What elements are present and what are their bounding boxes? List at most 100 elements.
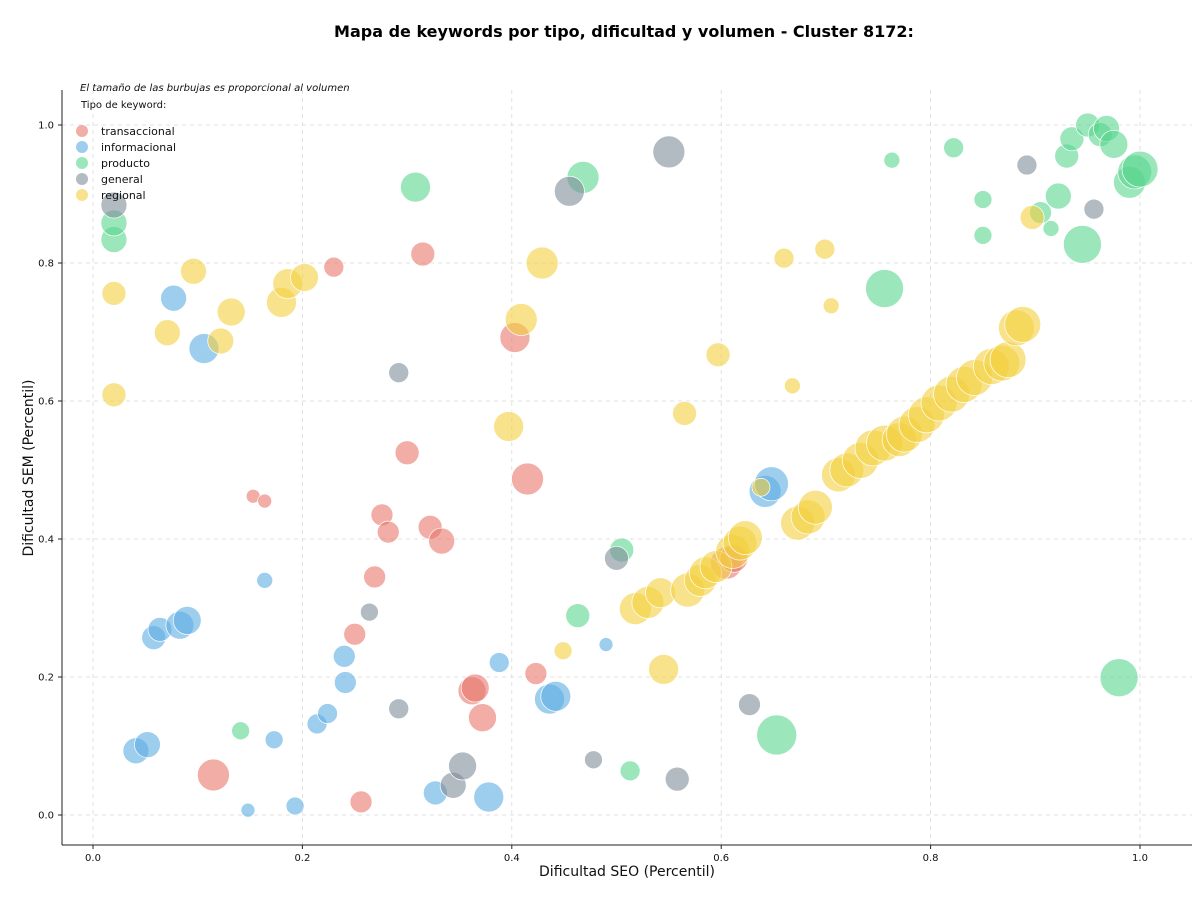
bubble-transaccional <box>349 790 373 814</box>
legend-label-producto: producto <box>101 157 150 170</box>
bubble-informacional <box>172 606 202 635</box>
grid <box>62 90 1192 845</box>
bubble-producto <box>565 603 591 628</box>
bubble-regional <box>216 297 246 327</box>
bubble-producto <box>1044 182 1072 210</box>
x-tick-label: 1.0 <box>1132 853 1148 864</box>
bubble-informacional <box>332 644 356 668</box>
x-tick-label: 0.2 <box>294 853 310 864</box>
bubble-informacional <box>285 796 305 816</box>
bubble-producto <box>619 760 641 782</box>
bubble-regional <box>207 327 235 355</box>
bubble-regional <box>1019 205 1045 230</box>
bubble-regional <box>504 303 538 336</box>
y-tick-label: 0.8 <box>38 259 54 270</box>
bubble-informacional <box>598 637 614 652</box>
bubble-informacional <box>333 671 357 694</box>
axes <box>61 90 1192 846</box>
legend-marker-regional <box>76 189 88 201</box>
bubble-regional <box>798 489 833 525</box>
bubble-informacional <box>264 730 284 750</box>
bubble-regional <box>784 377 801 395</box>
bubble-producto <box>865 269 904 308</box>
bubble-producto <box>756 714 798 756</box>
bubble-regional <box>493 411 525 442</box>
bubble-regional <box>989 341 1027 378</box>
bubble-informacional <box>160 284 187 312</box>
bubbles <box>100 112 1159 818</box>
bubble-general <box>388 698 410 720</box>
bubble-producto <box>1042 220 1060 237</box>
bubble-transaccional <box>376 520 400 544</box>
bubble-transaccional <box>323 256 345 278</box>
y-tick-label: 0.4 <box>38 535 54 546</box>
bubble-producto <box>973 226 993 245</box>
legend-label-general: general <box>101 173 143 186</box>
bubble-general <box>652 135 686 169</box>
bubble-producto <box>1099 129 1129 159</box>
bubble-regional <box>553 641 573 661</box>
bubble-regional <box>648 654 679 685</box>
bubble-general <box>388 362 410 384</box>
bubble-regional <box>727 520 763 555</box>
bubble-producto <box>1121 150 1159 188</box>
legend: transaccional informacional producto genera… <box>76 125 176 202</box>
bubble-transaccional <box>460 673 490 703</box>
bubble-informacional <box>317 703 338 724</box>
bubble-general <box>604 545 629 571</box>
bubble-general <box>1083 198 1105 220</box>
bubble-regional <box>814 238 836 260</box>
bubble-transaccional <box>524 662 548 685</box>
bubble-transaccional <box>197 758 230 792</box>
bubble-informacional <box>134 731 161 758</box>
legend-marker-general <box>76 173 88 185</box>
bubble-regional <box>672 401 697 426</box>
bubble-regional <box>1004 306 1042 343</box>
legend-marker-transaccional <box>76 125 88 137</box>
legend-marker-informacional <box>76 141 88 153</box>
bubble-regional <box>153 319 181 347</box>
bubble-transaccional <box>511 462 544 496</box>
y-tick-label: 1.0 <box>38 121 54 132</box>
legend-label-regional: regional <box>101 189 146 202</box>
bubble-size-note: El tamaño de las burbujas es proporciona… <box>80 83 350 94</box>
bubble-regional <box>290 263 319 292</box>
bubble-transaccional <box>343 622 367 646</box>
legend-label-informacional: informacional <box>101 141 176 154</box>
ticks: 0.0 0.2 0.4 0.6 0.8 1.0 0.0 0.2 0.4 0.6 0.8 1.0 <box>38 121 1148 865</box>
bubble-regional <box>773 247 795 269</box>
x-tick-label: 0.0 <box>85 853 101 864</box>
bubble-producto <box>1099 658 1139 698</box>
x-axis-label: Dificultad SEO (Percentil) <box>539 864 715 880</box>
bubble-informacional <box>473 781 505 813</box>
bubble-regional <box>180 257 207 285</box>
bubble-general <box>100 191 128 219</box>
legend-label-transaccional: transaccional <box>101 125 175 138</box>
bubble-general <box>1016 154 1038 176</box>
bubble-regional <box>525 246 559 280</box>
x-tick-label: 0.6 <box>713 853 729 864</box>
x-tick-label: 0.4 <box>504 853 520 864</box>
y-tick-label: 0.2 <box>38 673 54 684</box>
bubble-transaccional <box>410 241 436 267</box>
bubble-regional <box>751 477 771 497</box>
bubble-regional <box>101 382 127 408</box>
bubble-producto <box>400 171 431 203</box>
bubble-informacional <box>240 802 256 818</box>
bubble-producto <box>1063 225 1102 264</box>
bubble-general <box>664 766 690 792</box>
y-tick-label: 0.0 <box>38 811 54 822</box>
bubble-informacional <box>256 572 274 589</box>
bubble-producto <box>231 721 250 741</box>
bubble-regional <box>101 281 127 306</box>
bubble-general <box>554 175 585 207</box>
bubble-regional <box>822 297 840 315</box>
bubble-regional <box>705 342 731 368</box>
bubble-transaccional <box>394 440 420 466</box>
bubble-producto <box>883 151 901 169</box>
legend-marker-producto <box>76 157 88 169</box>
bubble-general <box>448 751 477 781</box>
bubble-transaccional <box>363 565 386 589</box>
bubble-producto <box>973 190 993 209</box>
